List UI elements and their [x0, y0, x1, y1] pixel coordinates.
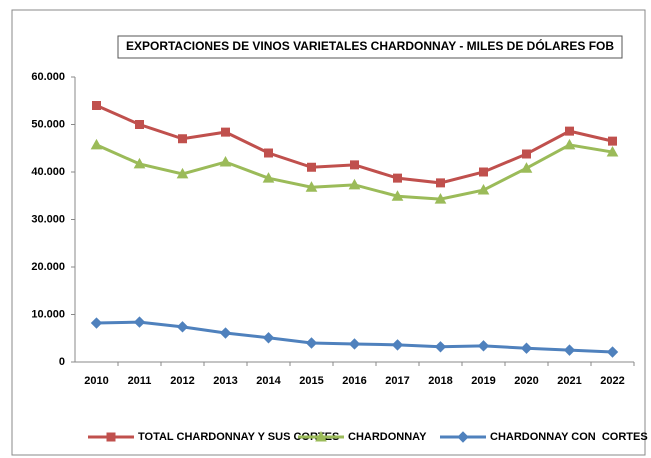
x-tick-label: 2022: [600, 375, 624, 387]
x-tick-label: 2020: [514, 375, 538, 387]
data-point: [393, 173, 402, 183]
y-tick-label: 10.000: [31, 308, 65, 320]
x-tick-label: 2010: [84, 375, 108, 387]
data-point: [176, 167, 189, 179]
x-tick-label: 2012: [170, 375, 194, 387]
x-tick-label: 2011: [128, 375, 152, 387]
data-point: [350, 160, 359, 170]
legend-marker: [457, 431, 469, 443]
data-point: [307, 162, 316, 172]
data-point: [133, 157, 146, 169]
legend-label: CHARDONNAY: [348, 431, 427, 443]
x-tick-label: 2013: [213, 375, 237, 387]
data-point: [608, 136, 617, 146]
x-tick-label: 2015: [299, 375, 323, 387]
data-point: [219, 327, 232, 339]
data-point: [305, 337, 318, 349]
data-point: [477, 340, 490, 352]
y-tick-label: 60.000: [31, 71, 65, 83]
data-point: [348, 178, 361, 190]
data-point: [92, 101, 101, 110]
data-point: [133, 316, 146, 328]
data-point: [563, 138, 576, 150]
x-tick-label: 2016: [342, 375, 366, 387]
data-point: [391, 190, 404, 201]
data-point: [606, 346, 619, 358]
data-point: [90, 138, 103, 150]
legend-label: CHARDONNAY CON CORTES: [490, 431, 648, 443]
data-point: [221, 127, 230, 137]
data-point: [606, 146, 619, 157]
data-point: [176, 321, 189, 333]
title-box: [117, 35, 623, 59]
data-point: [262, 172, 275, 183]
data-point: [520, 342, 533, 354]
y-tick-label: 50.000: [31, 118, 65, 130]
data-point: [436, 178, 445, 188]
data-point: [135, 120, 144, 129]
y-tick-label: 0: [59, 356, 65, 368]
legend-marker: [315, 430, 327, 442]
legend-label: TOTAL CHARDONNAY Y SUS CORTES: [138, 431, 339, 443]
data-point: [565, 126, 574, 136]
data-point: [520, 162, 533, 173]
data-point: [477, 184, 490, 195]
data-point: [262, 332, 275, 344]
y-tick-label: 40.000: [31, 166, 65, 178]
data-point: [90, 317, 103, 329]
data-point: [434, 341, 447, 353]
x-tick-label: 2014: [256, 375, 281, 387]
y-tick-label: 30.000: [31, 213, 65, 225]
chart-title: EXPORTACIONES DE VINOS VARIETALES CHARDO…: [126, 38, 614, 53]
data-point: [264, 148, 273, 158]
data-point: [563, 344, 576, 356]
data-point: [522, 149, 531, 159]
x-tick-label: 2017: [385, 375, 409, 387]
data-point: [219, 155, 232, 167]
y-tick-label: 20.000: [31, 261, 65, 273]
data-point: [479, 167, 488, 177]
x-tick-label: 2021: [557, 375, 581, 387]
chart-border: [11, 9, 646, 456]
data-point: [434, 193, 447, 204]
data-point: [348, 338, 361, 350]
x-tick-label: 2018: [428, 375, 452, 387]
data-point: [391, 339, 404, 351]
legend-marker: [106, 432, 116, 442]
data-point: [178, 134, 187, 144]
data-point: [305, 181, 318, 192]
x-tick-label: 2019: [471, 375, 495, 387]
